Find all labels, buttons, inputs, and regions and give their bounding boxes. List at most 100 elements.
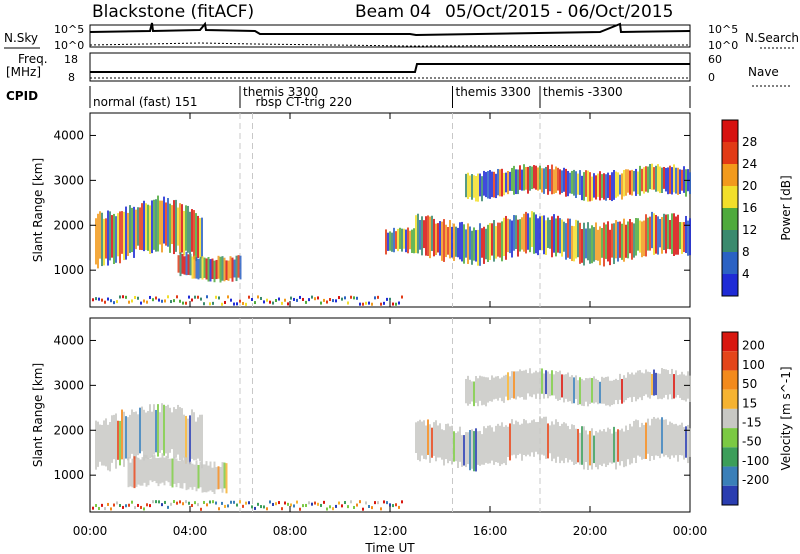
echo-cell	[191, 409, 193, 459]
echo-cell	[549, 373, 551, 397]
echo-cell	[197, 215, 199, 259]
echo-cell	[173, 407, 175, 459]
echo-cell	[409, 230, 411, 250]
echo-cell	[191, 256, 194, 279]
ground-scatter-cell	[266, 507, 268, 511]
ground-scatter-cell	[158, 298, 160, 302]
echo-cell	[591, 428, 593, 470]
ground-scatter-cell	[338, 501, 340, 505]
echo-cell	[133, 206, 135, 258]
echo-cell	[163, 457, 166, 486]
echo-cell	[495, 226, 497, 259]
echo-cell	[621, 223, 623, 260]
echo-cell	[537, 421, 539, 455]
ground-scatter-cell	[176, 501, 178, 505]
echo-cell	[685, 426, 687, 458]
echo-cell	[107, 424, 109, 471]
echo-cell	[157, 457, 160, 487]
colorbar-swatch	[722, 142, 738, 164]
echo-cell	[385, 229, 387, 255]
echo-cell	[567, 170, 569, 197]
echo-cell	[593, 227, 595, 262]
echo-cell	[501, 377, 503, 402]
echo-cell	[197, 464, 200, 489]
echo-cell	[521, 217, 523, 250]
echo-cell	[607, 376, 609, 406]
echo-cell	[685, 375, 687, 402]
echo-cell	[479, 223, 481, 266]
echo-cell	[151, 411, 153, 458]
ground-scatter-cell	[371, 506, 373, 510]
echo-cell	[99, 424, 101, 462]
colorbar-swatch	[722, 389, 738, 409]
echo-cell	[463, 435, 465, 466]
echo-cell	[575, 375, 577, 400]
ground-scatter-cell	[107, 297, 109, 301]
echo-cell	[517, 371, 519, 397]
ground-scatter-cell	[377, 295, 379, 299]
echo-cell	[659, 373, 661, 399]
y-tick-label: 4000	[53, 333, 84, 347]
echo-cell	[183, 256, 186, 275]
ground-scatter-cell	[206, 503, 208, 507]
echo-cell	[163, 196, 165, 244]
echo-cell	[433, 422, 435, 456]
echo-cell	[615, 220, 617, 259]
ground-scatter-cell	[212, 301, 214, 305]
echo-cell	[507, 171, 509, 195]
ground-scatter-cell	[266, 298, 268, 302]
echo-cell	[475, 428, 477, 472]
ground-scatter-cell	[98, 506, 100, 510]
echo-cell	[497, 222, 499, 257]
echo-cell	[137, 457, 140, 485]
echo-cell	[423, 420, 425, 459]
echo-cell	[525, 420, 527, 457]
echo-cell	[565, 423, 567, 459]
ground-scatter-cell	[152, 500, 154, 504]
ground-scatter-cell	[167, 295, 169, 299]
echo-cell	[629, 170, 631, 195]
echo-cell	[597, 173, 599, 197]
echo-cell	[623, 375, 625, 403]
echo-cell	[111, 215, 113, 258]
echo-cell	[533, 212, 535, 254]
echo-cell	[187, 462, 190, 490]
echo-cell	[153, 404, 155, 455]
echo-cell	[489, 379, 491, 402]
echo-cell	[573, 425, 575, 465]
ground-scatter-cell	[212, 500, 214, 504]
echo-cell	[601, 376, 603, 404]
ground-scatter-cell	[191, 503, 193, 507]
echo-cell	[627, 169, 629, 193]
ground-scatter-cell	[149, 295, 151, 299]
ground-scatter-cell	[287, 302, 289, 306]
ground-scatter-cell	[236, 302, 238, 306]
echo-cell	[201, 256, 204, 280]
echo-cell	[581, 426, 583, 465]
echo-cell	[175, 458, 178, 488]
echo-cell	[557, 421, 559, 457]
ground-scatter-cell	[242, 504, 244, 508]
echo-cell	[617, 221, 619, 262]
echo-cell	[477, 431, 479, 465]
ground-scatter-cell	[347, 301, 349, 305]
ground-scatter-cell	[254, 301, 256, 305]
echo-cell	[493, 220, 495, 262]
echo-cell	[551, 164, 553, 195]
echo-cell	[553, 374, 555, 396]
echo-cell	[625, 169, 627, 196]
echo-cell	[669, 220, 671, 250]
ground-scatter-cell	[290, 503, 292, 507]
ground-scatter-cell	[269, 300, 271, 304]
echo-cell	[115, 216, 117, 263]
ground-scatter-cell	[209, 500, 211, 504]
echo-cell	[467, 172, 469, 200]
echo-cell	[531, 420, 533, 453]
echo-cell	[209, 259, 212, 282]
echo-cell	[653, 213, 655, 255]
echo-cell	[395, 231, 397, 249]
ground-scatter-cell	[302, 504, 304, 508]
echo-cell	[517, 219, 519, 257]
echo-cell	[555, 218, 557, 257]
y-tick-label: 2000	[53, 218, 84, 232]
